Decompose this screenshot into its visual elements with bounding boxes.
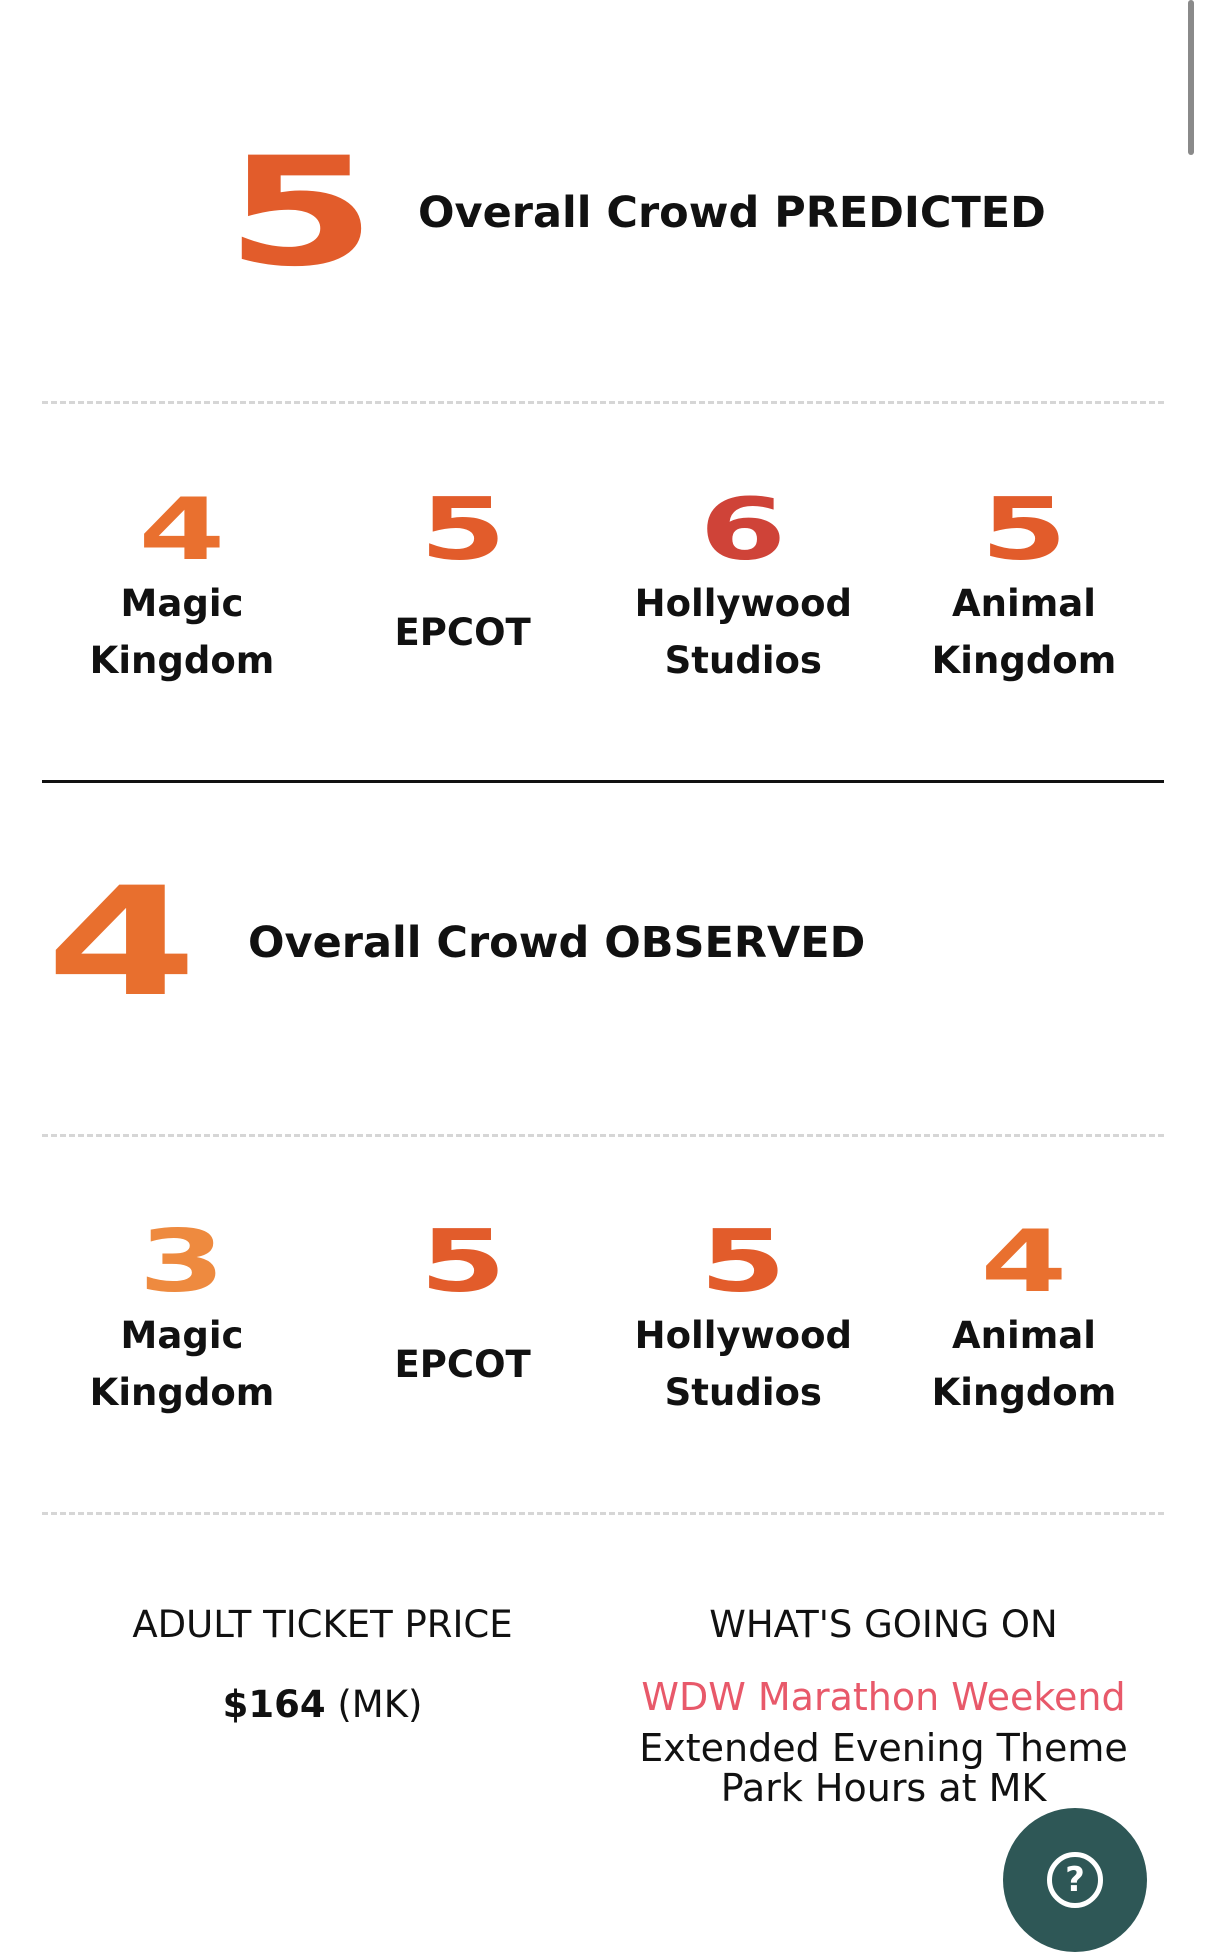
park-hollywood-studios[interactable]: 5 Hollywood Studios bbox=[603, 1218, 883, 1424]
park-score: 3 bbox=[138, 1212, 226, 1312]
park-name: EPCOT bbox=[394, 610, 531, 654]
help-button[interactable]: ? bbox=[1003, 1808, 1147, 1952]
event-extended-hours: Extended Evening Theme Park Hours at MK bbox=[639, 1726, 1128, 1810]
park-score: 5 bbox=[419, 480, 507, 580]
event-link-marathon[interactable]: WDW Marathon Weekend bbox=[641, 1675, 1126, 1719]
park-animal-kingdom[interactable]: 5 Animal Kingdom bbox=[884, 486, 1164, 692]
ticket-price-amount: $164 bbox=[222, 1683, 326, 1726]
park-score: 5 bbox=[699, 1212, 787, 1312]
observed-overall-score: 4 bbox=[46, 856, 198, 1030]
park-name: EPCOT bbox=[394, 1342, 531, 1386]
park-animal-kingdom[interactable]: 4 Animal Kingdom bbox=[884, 1218, 1164, 1424]
predicted-overall-label: Overall Crowd PREDICTED bbox=[418, 188, 1046, 238]
park-name: Hollywood Studios bbox=[634, 582, 852, 682]
predicted-parks: 4 Magic Kingdom 5 EPCOT 6 Hollywood Stud… bbox=[42, 486, 1164, 692]
section-divider bbox=[42, 780, 1164, 783]
park-magic-kingdom[interactable]: 3 Magic Kingdom bbox=[42, 1218, 322, 1424]
park-magic-kingdom[interactable]: 4 Magic Kingdom bbox=[42, 486, 322, 692]
observed-overall: 4 Overall Crowd OBSERVED bbox=[46, 868, 866, 1018]
predicted-overall-score: 5 bbox=[225, 126, 377, 300]
park-name: Magic Kingdom bbox=[89, 1314, 275, 1414]
events-column: WHAT'S GOING ON WDW Marathon Weekend Ext… bbox=[603, 1600, 1164, 1808]
park-epcot[interactable]: 5 EPCOT bbox=[323, 1218, 603, 1424]
observed-overall-label: Overall Crowd OBSERVED bbox=[248, 918, 866, 968]
park-name: Animal Kingdom bbox=[931, 582, 1117, 682]
park-score: 4 bbox=[980, 1212, 1068, 1312]
observed-parks: 3 Magic Kingdom 5 EPCOT 5 Hollywood Stud… bbox=[42, 1218, 1164, 1424]
divider bbox=[42, 1134, 1164, 1137]
ticket-price-park: (MK) bbox=[337, 1683, 423, 1726]
park-name: Magic Kingdom bbox=[89, 582, 275, 682]
park-epcot[interactable]: 5 EPCOT bbox=[323, 486, 603, 692]
park-score: 5 bbox=[419, 1212, 507, 1312]
park-score: 5 bbox=[980, 480, 1068, 580]
events-heading: WHAT'S GOING ON bbox=[709, 1603, 1058, 1646]
predicted-overall: 5 Overall Crowd PREDICTED bbox=[225, 138, 1046, 288]
park-name: Hollywood Studios bbox=[634, 1314, 852, 1414]
info-section: ADULT TICKET PRICE $164 (MK) WHAT'S GOIN… bbox=[42, 1600, 1164, 1808]
divider bbox=[42, 401, 1164, 404]
park-name: Animal Kingdom bbox=[931, 1314, 1117, 1414]
ticket-price-heading: ADULT TICKET PRICE bbox=[132, 1603, 513, 1646]
park-score: 6 bbox=[699, 480, 787, 580]
park-score: 4 bbox=[138, 480, 226, 580]
question-icon: ? bbox=[1047, 1852, 1103, 1908]
divider bbox=[42, 1512, 1164, 1515]
ticket-price-column: ADULT TICKET PRICE $164 (MK) bbox=[42, 1600, 603, 1808]
scrollbar[interactable] bbox=[1188, 0, 1194, 155]
park-hollywood-studios[interactable]: 6 Hollywood Studios bbox=[603, 486, 883, 692]
ticket-price: $164 (MK) bbox=[223, 1680, 423, 1730]
